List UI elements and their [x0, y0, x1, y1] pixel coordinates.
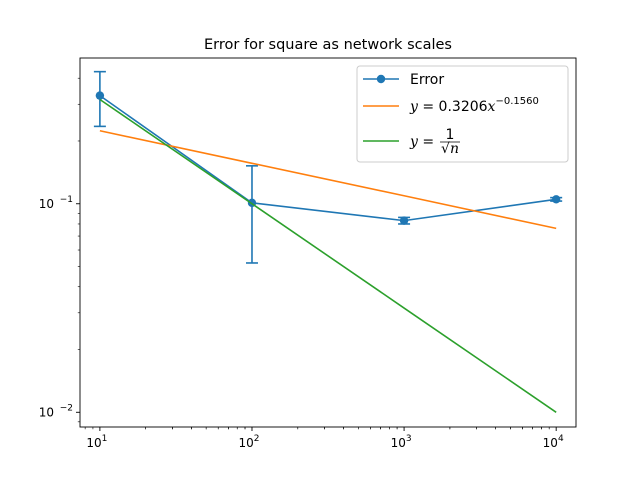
- chart-title: Error for square as network scales: [204, 37, 452, 53]
- x-tick-exp: 2: [254, 434, 260, 444]
- series-2: [99, 98, 557, 413]
- series-layer: [93, 70, 563, 413]
- data-point: [551, 195, 561, 204]
- data-point: [95, 91, 105, 100]
- legend-math-eq: = 0.3206: [418, 99, 488, 115]
- legend-label-1: y = 0.3206x−0.1560: [409, 96, 539, 115]
- series-line-2: [99, 98, 557, 413]
- axes-frame: [79, 57, 577, 428]
- legend-box: [356, 65, 569, 163]
- series-line-1: [99, 129, 557, 230]
- legend-math-lhs: y: [409, 99, 419, 115]
- legend-label-0: Error: [410, 72, 444, 88]
- legend-label-2: y =: [409, 134, 434, 150]
- legend-math-var: x: [488, 99, 496, 115]
- data-point: [399, 216, 409, 225]
- series-line-0: [99, 94, 557, 222]
- legend-math-lhs: y: [409, 134, 419, 150]
- y-tick-exp: −2: [60, 403, 73, 413]
- series-0: [93, 70, 563, 264]
- legend-math-eq: =: [418, 134, 434, 150]
- legend-math-exp: −0.1560: [495, 96, 538, 107]
- x-tick-exp: 3: [406, 434, 412, 444]
- legend-marker-0: [376, 74, 386, 84]
- x-tick-exp: 4: [558, 434, 564, 444]
- x-tick-exp: 1: [102, 434, 108, 444]
- legend-frac-num: 1: [446, 127, 455, 143]
- y-tick-exp: −1: [60, 195, 73, 205]
- series-1: [99, 129, 557, 230]
- legend-frac-den: √n: [441, 141, 459, 157]
